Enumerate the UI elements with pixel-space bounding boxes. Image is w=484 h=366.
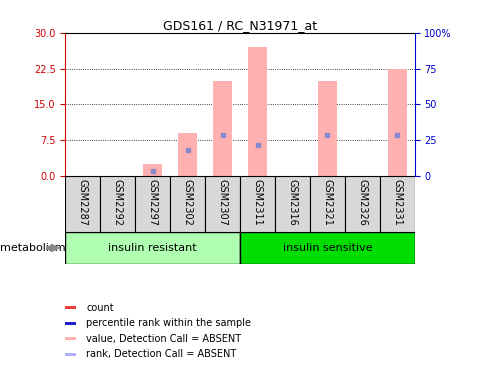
Bar — [205, 176, 240, 232]
Title: GDS161 / RC_N31971_at: GDS161 / RC_N31971_at — [163, 19, 317, 32]
Text: GSM2316: GSM2316 — [287, 179, 297, 225]
Bar — [65, 232, 240, 264]
Bar — [170, 176, 205, 232]
Bar — [317, 81, 336, 176]
Bar — [65, 337, 76, 340]
Bar — [178, 133, 197, 176]
Bar — [65, 306, 76, 309]
Text: GSM2331: GSM2331 — [392, 179, 401, 225]
Text: value, Detection Call = ABSENT: value, Detection Call = ABSENT — [86, 334, 241, 344]
Bar — [65, 322, 76, 325]
Bar — [212, 81, 232, 176]
Bar — [274, 176, 309, 232]
Bar — [247, 47, 267, 176]
Text: GSM2292: GSM2292 — [113, 179, 122, 225]
Text: percentile rank within the sample: percentile rank within the sample — [86, 318, 251, 328]
Bar — [240, 232, 414, 264]
Text: GSM2302: GSM2302 — [182, 179, 192, 225]
Bar — [65, 176, 100, 232]
Bar — [65, 353, 76, 356]
Text: insulin resistant: insulin resistant — [108, 243, 197, 253]
Text: GSM2311: GSM2311 — [252, 179, 262, 225]
Bar — [379, 176, 414, 232]
Bar — [240, 176, 274, 232]
Text: metabolism: metabolism — [0, 243, 65, 253]
Bar — [344, 176, 379, 232]
Bar — [387, 69, 406, 176]
Text: GSM2326: GSM2326 — [357, 179, 366, 225]
Bar — [309, 176, 344, 232]
Bar — [143, 164, 162, 176]
Text: count: count — [86, 303, 114, 313]
Text: GSM2287: GSM2287 — [78, 179, 88, 225]
Text: insulin sensitive: insulin sensitive — [282, 243, 371, 253]
Text: rank, Detection Call = ABSENT: rank, Detection Call = ABSENT — [86, 349, 236, 359]
Text: GSM2321: GSM2321 — [322, 179, 332, 225]
Bar — [100, 176, 135, 232]
Text: GSM2307: GSM2307 — [217, 179, 227, 225]
Text: GSM2297: GSM2297 — [148, 179, 157, 225]
Bar — [135, 176, 170, 232]
